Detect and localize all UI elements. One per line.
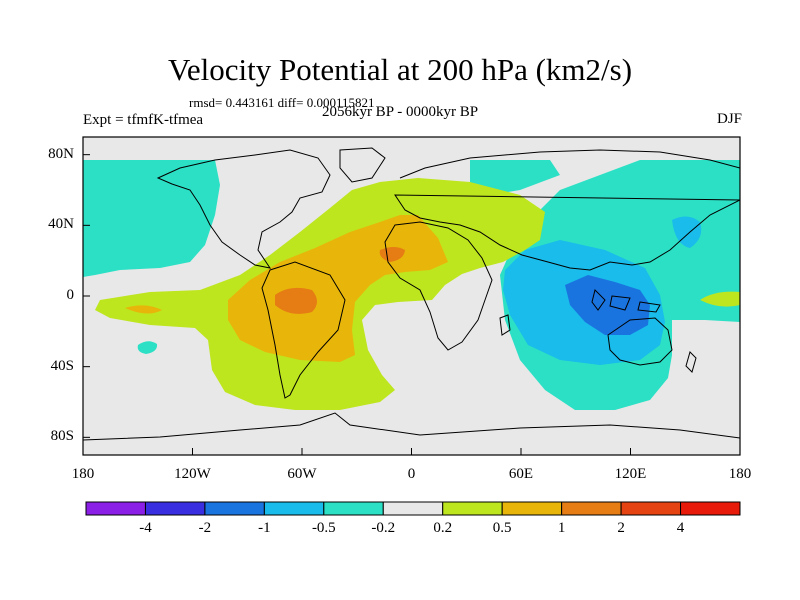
contour-maritime-continent-negative-1: [565, 275, 650, 335]
x-axis-ticks: [82, 448, 741, 455]
colorbar-box-6: [442, 501, 503, 516]
y-axis-ticks: [83, 154, 90, 438]
contour-north-atlantic-negative: [470, 160, 560, 195]
colorbar: [85, 501, 741, 516]
colorbar-box-3: [263, 501, 325, 516]
coastline-madagascar: [499, 314, 511, 336]
colorbar-label: -0.2: [371, 520, 396, 536]
colorbar-box-8: [561, 501, 622, 516]
coastline-antarctica: [83, 412, 740, 441]
contour-west-pacific-positive: [700, 291, 740, 307]
stats-line: rmsd= 0.443161 diff= 0.000115821: [189, 95, 375, 110]
x-tick-label: 180: [728, 466, 752, 482]
y-tick-label: 80N: [48, 145, 74, 162]
coastline-eurasia: [394, 149, 740, 271]
contour-japan-negative-0-5: [672, 216, 702, 248]
x-tick-label: 60E: [508, 466, 534, 482]
x-tick-label: 60W: [287, 466, 317, 482]
colorbar-box-2: [204, 501, 265, 516]
colorbar-box-10: [680, 501, 741, 516]
coastline-north-america: [156, 149, 331, 269]
colorbar-box-0: [85, 501, 146, 516]
colorbar-label: 1: [557, 520, 566, 536]
colorbar-label: -4: [139, 520, 152, 536]
colorbar-box-9: [620, 501, 682, 516]
y-tick-label: 40S: [50, 357, 74, 374]
y-tick-label: 40N: [48, 216, 74, 233]
season-label: DJF: [716, 111, 742, 127]
center-label: 2056kyr BP - 0000kyr BP: [321, 104, 479, 120]
x-tick-label: 0: [407, 466, 416, 482]
contour-small-negative-patch: [137, 341, 158, 354]
coastline-greenland: [339, 147, 386, 183]
contour-east-pacific-positive-0-5: [125, 305, 162, 314]
contour-north-pacific-negative: [83, 160, 220, 277]
colorbar-box-1: [144, 501, 206, 516]
colorbar-label: -0.5: [311, 520, 336, 536]
map-plot-area: [83, 137, 740, 455]
colorbar-label: 0.5: [492, 520, 512, 536]
y-tick-label: 0: [66, 287, 75, 303]
x-tick-label: 120E: [614, 466, 647, 482]
experiment-label: Expt = tfmfK-tfmea: [83, 112, 204, 128]
colorbar-label: -1: [258, 520, 271, 536]
x-tick-label: 120W: [174, 466, 211, 482]
coastline-australia: [607, 317, 673, 366]
x-tick-label: 180: [71, 466, 95, 482]
coastline-new-zealand: [685, 351, 697, 373]
colorbar-label: 0.2: [433, 520, 453, 536]
chart-title: Velocity Potential at 200 hPa (km2/s): [167, 52, 633, 87]
colorbar-label: -2: [198, 520, 212, 536]
contour-amazon-positive-1: [275, 287, 317, 314]
coastline-south-america: [261, 261, 346, 399]
colorbar-box-7: [501, 501, 563, 516]
colorbar-label: 2: [617, 520, 625, 536]
coastline-maritime-continent: [591, 289, 661, 313]
colorbar-box-4: [323, 501, 384, 516]
y-tick-label: 80S: [50, 428, 74, 445]
coastlines: [83, 147, 740, 441]
coastline-africa: [384, 221, 493, 351]
colorbar-box-5: [382, 501, 444, 516]
colorbar-label: 4: [676, 520, 685, 536]
